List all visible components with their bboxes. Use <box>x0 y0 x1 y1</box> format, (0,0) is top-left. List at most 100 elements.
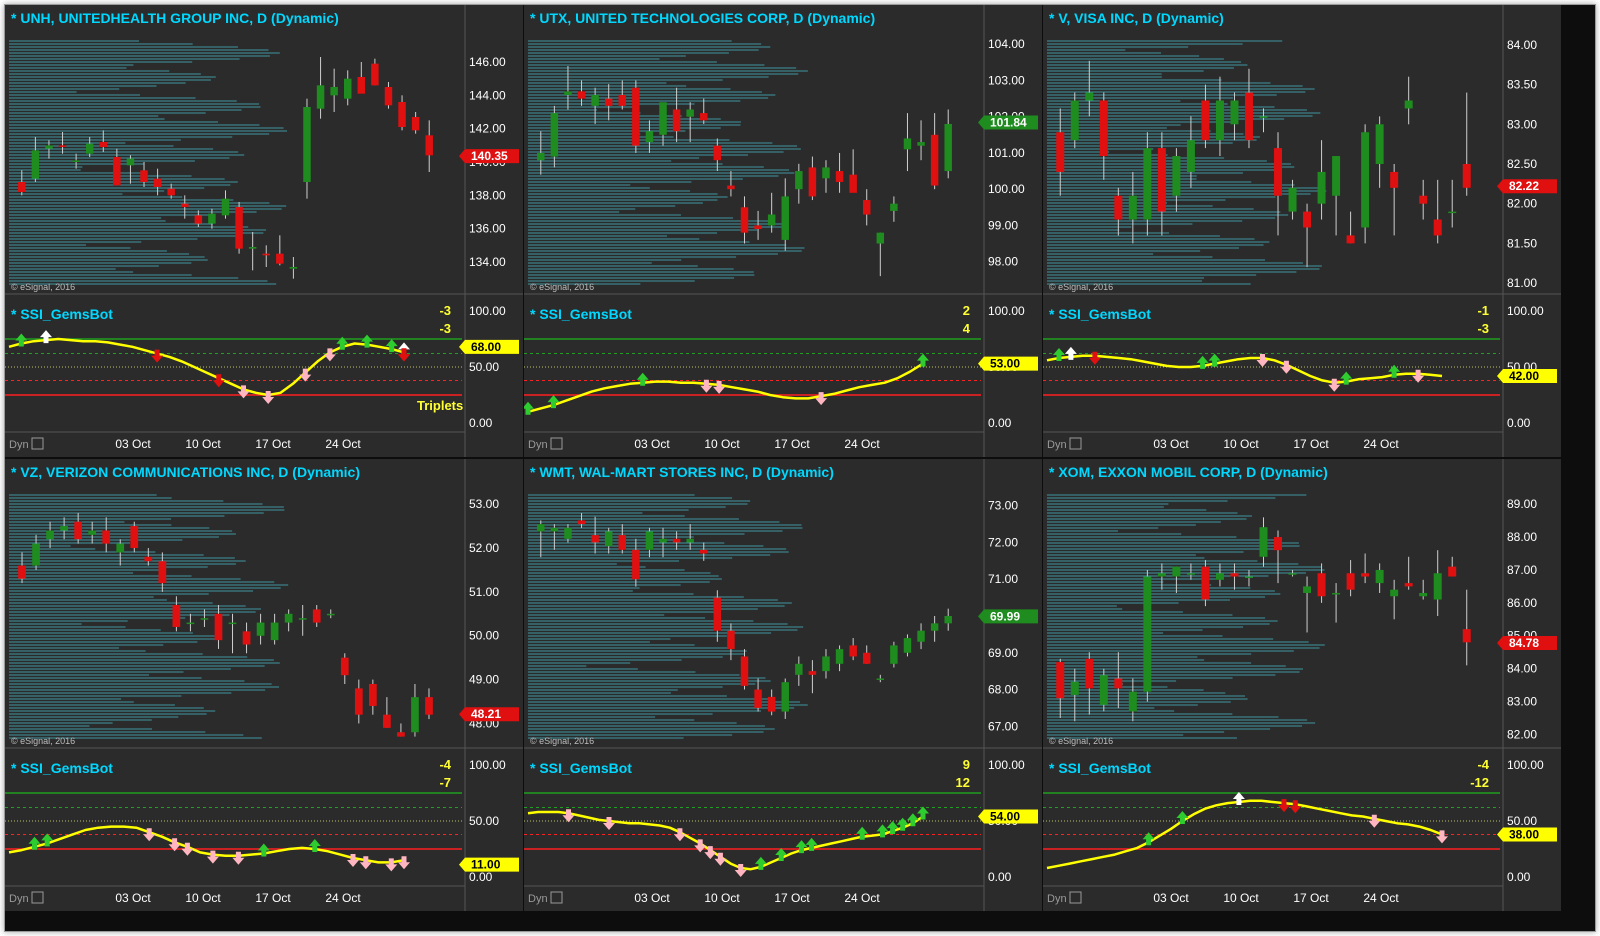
candle[interactable] <box>618 80 627 110</box>
candle[interactable] <box>672 87 681 143</box>
candle[interactable] <box>1128 678 1137 722</box>
candle[interactable] <box>397 723 405 737</box>
candle[interactable] <box>1201 84 1210 149</box>
candle[interactable] <box>1201 560 1210 607</box>
candle[interactable] <box>767 192 776 233</box>
candle[interactable] <box>398 95 406 131</box>
dyn-label[interactable]: Dyn <box>528 893 548 905</box>
candle[interactable] <box>425 120 433 172</box>
candle[interactable] <box>672 531 681 550</box>
candle[interactable] <box>158 552 167 592</box>
candle[interactable] <box>326 609 335 619</box>
candle[interactable] <box>1332 583 1341 623</box>
candle[interactable] <box>577 513 586 528</box>
candle[interactable] <box>1317 563 1326 603</box>
candle[interactable] <box>645 527 654 558</box>
candle[interactable] <box>235 202 243 254</box>
candle[interactable] <box>276 235 284 266</box>
candle[interactable] <box>1419 179 1428 220</box>
candle[interactable] <box>1056 108 1065 196</box>
candle[interactable] <box>46 521 54 549</box>
candle[interactable] <box>781 678 789 719</box>
dyn-label[interactable]: Dyn <box>9 439 29 451</box>
candle[interactable] <box>944 109 952 179</box>
candle[interactable] <box>1404 556 1413 590</box>
candle[interactable] <box>1070 668 1079 722</box>
dyn-toggle-icon[interactable] <box>1069 891 1082 904</box>
dyn-toggle-icon[interactable] <box>550 437 563 450</box>
candle[interactable] <box>1303 576 1312 633</box>
candle[interactable] <box>1215 563 1224 587</box>
candle[interactable] <box>1303 203 1312 268</box>
candle[interactable] <box>604 84 613 121</box>
panel-v[interactable]: * V, VISA INC, D (Dynamic) © eSignal, 201… <box>1043 5 1561 457</box>
candle[interactable] <box>74 512 83 544</box>
candle[interactable] <box>822 649 830 679</box>
candle[interactable] <box>632 538 640 587</box>
candle[interactable] <box>795 163 803 204</box>
candle[interactable] <box>1259 108 1268 133</box>
candle[interactable] <box>340 653 349 684</box>
candle[interactable] <box>228 613 237 654</box>
candle[interactable] <box>1404 76 1413 125</box>
candle[interactable] <box>208 208 216 229</box>
candle[interactable] <box>835 152 844 193</box>
candle[interactable] <box>1419 579 1428 600</box>
candle[interactable] <box>1114 652 1123 709</box>
candle[interactable] <box>221 190 230 219</box>
candle[interactable] <box>181 195 189 219</box>
candle[interactable] <box>1361 124 1370 244</box>
candle[interactable] <box>537 131 545 175</box>
panel-utx[interactable]: * UTX, UNITED TECHNOLOGIES CORP, D (Dyna… <box>524 5 1042 457</box>
candle[interactable] <box>1433 550 1442 616</box>
candle[interactable] <box>1448 556 1457 577</box>
candle[interactable] <box>835 645 844 672</box>
candle[interactable] <box>262 245 270 267</box>
candle[interactable] <box>316 57 325 119</box>
panel-xom[interactable]: * XOM, EXXON MOBIL CORP, D (Dynamic) © eS… <box>1043 459 1561 911</box>
candle[interactable] <box>1259 517 1268 567</box>
candle[interactable] <box>686 102 694 143</box>
candle[interactable] <box>298 605 307 636</box>
candle[interactable] <box>88 521 97 544</box>
candle[interactable] <box>1390 579 1399 620</box>
candle[interactable] <box>849 638 857 661</box>
candle[interactable] <box>632 80 640 153</box>
candle[interactable] <box>862 645 871 664</box>
candle[interactable] <box>31 137 40 182</box>
candle[interactable] <box>368 679 377 715</box>
candle[interactable] <box>1244 68 1253 149</box>
candle[interactable] <box>1157 132 1166 236</box>
candle[interactable] <box>822 160 830 193</box>
candle[interactable] <box>577 80 586 106</box>
dyn-label[interactable]: Dyn <box>1047 439 1067 451</box>
candle[interactable] <box>200 609 209 627</box>
candle[interactable] <box>60 517 68 540</box>
candle[interactable] <box>727 623 735 661</box>
candle[interactable] <box>1462 92 1471 196</box>
candle[interactable] <box>289 257 298 279</box>
candle[interactable] <box>1186 563 1195 580</box>
candle[interactable] <box>1462 589 1471 666</box>
dyn-label[interactable]: Dyn <box>1047 893 1067 905</box>
candle[interactable] <box>1346 560 1355 597</box>
candle[interactable] <box>849 149 857 193</box>
candle[interactable] <box>713 138 722 172</box>
candle[interactable] <box>645 120 654 153</box>
candle[interactable] <box>754 678 762 712</box>
candle[interactable] <box>740 196 749 244</box>
candle[interactable] <box>284 609 293 632</box>
candle[interactable] <box>354 679 363 724</box>
candle[interactable] <box>944 608 952 631</box>
candle[interactable] <box>411 683 419 737</box>
candle[interactable] <box>383 697 391 728</box>
candle[interactable] <box>564 65 572 110</box>
candle[interactable] <box>564 524 572 543</box>
candle[interactable] <box>303 98 311 199</box>
candle[interactable] <box>700 542 708 561</box>
candle[interactable] <box>1288 179 1297 220</box>
candle[interactable] <box>903 113 912 172</box>
panel-wmt[interactable]: * WMT, WAL-MART STORES INC, D (Dynamic) ©… <box>524 459 1042 911</box>
candle[interactable] <box>930 113 939 190</box>
candle[interactable] <box>808 660 817 694</box>
